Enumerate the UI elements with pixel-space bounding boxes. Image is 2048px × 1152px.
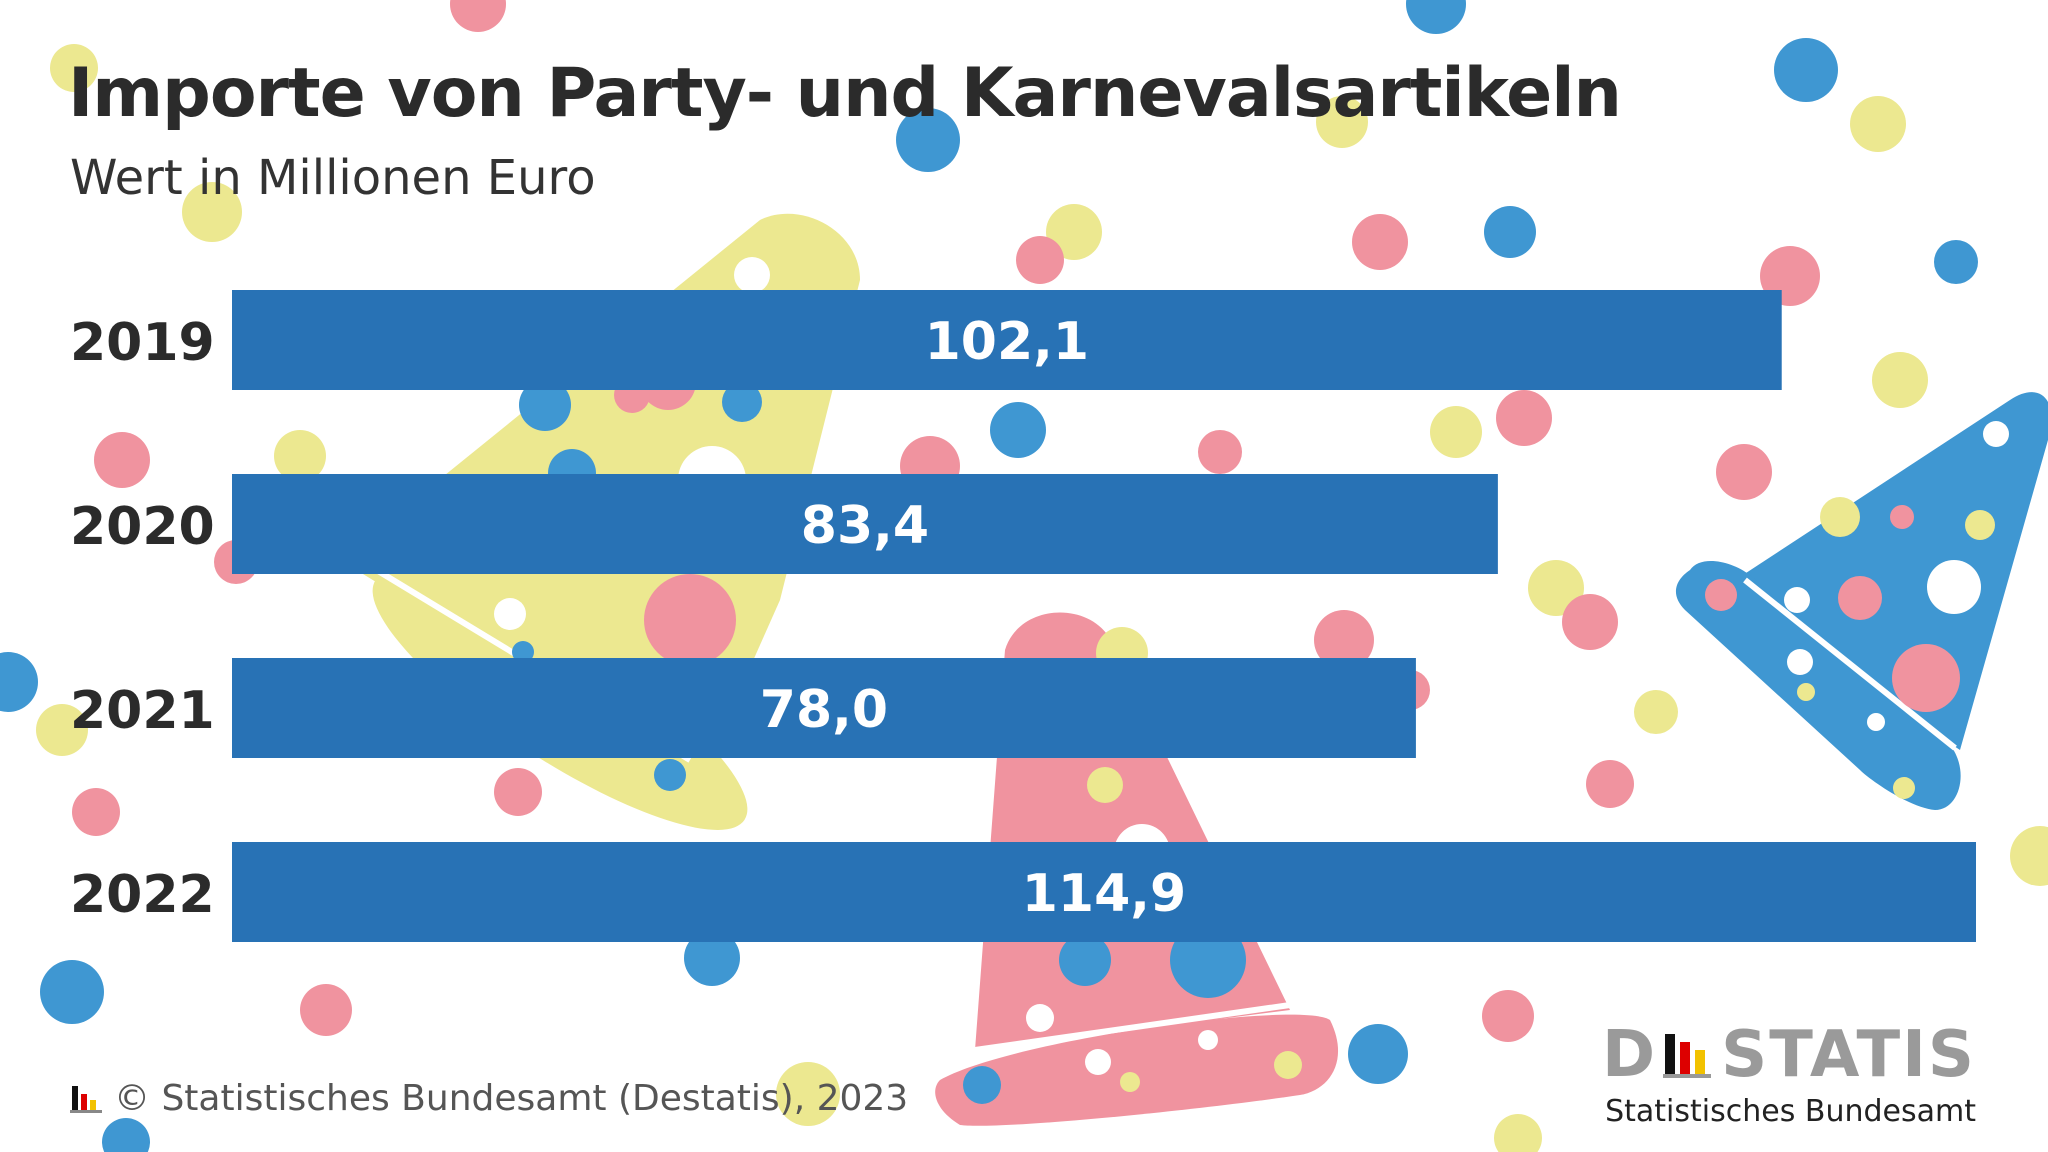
category-label-2020: 2020: [70, 497, 215, 557]
chart-subtitle: Wert in Millionen Euro: [70, 150, 596, 206]
bar-2022: [232, 842, 1976, 942]
bar-2021: [232, 658, 1416, 758]
destatis-mini-logo-icon: [70, 1085, 102, 1113]
category-label-2019: 2019: [70, 313, 215, 373]
brand-right: STATIS: [1721, 1018, 1976, 1092]
destatis-logo: D STATIS Statistisches Bundesamt: [1602, 1018, 1976, 1129]
flag-bars-icon: [1663, 1034, 1712, 1078]
chart-title: Importe von Party- und Karnevalsartikeln: [68, 54, 1622, 133]
value-label-2019: 102,1: [925, 312, 1089, 372]
bar-2019: [232, 290, 1782, 390]
category-label-2022: 2022: [70, 865, 215, 925]
value-label-2021: 78,0: [760, 680, 888, 740]
destatis-wordmark: D STATIS: [1602, 1018, 1976, 1092]
source-text: © Statistisches Bundesamt (Destatis), 20…: [114, 1078, 909, 1119]
brand-left: D: [1601, 1018, 1658, 1092]
value-label-2020: 83,4: [801, 496, 929, 556]
party-hat-blue: [1675, 392, 2048, 810]
category-label-2021: 2021: [70, 681, 215, 741]
bar-2020: [232, 474, 1498, 574]
source-note: © Statistisches Bundesamt (Destatis), 20…: [70, 1078, 908, 1119]
brand-subtitle: Statistisches Bundesamt: [1605, 1094, 1976, 1129]
value-label-2022: 114,9: [1022, 864, 1186, 924]
